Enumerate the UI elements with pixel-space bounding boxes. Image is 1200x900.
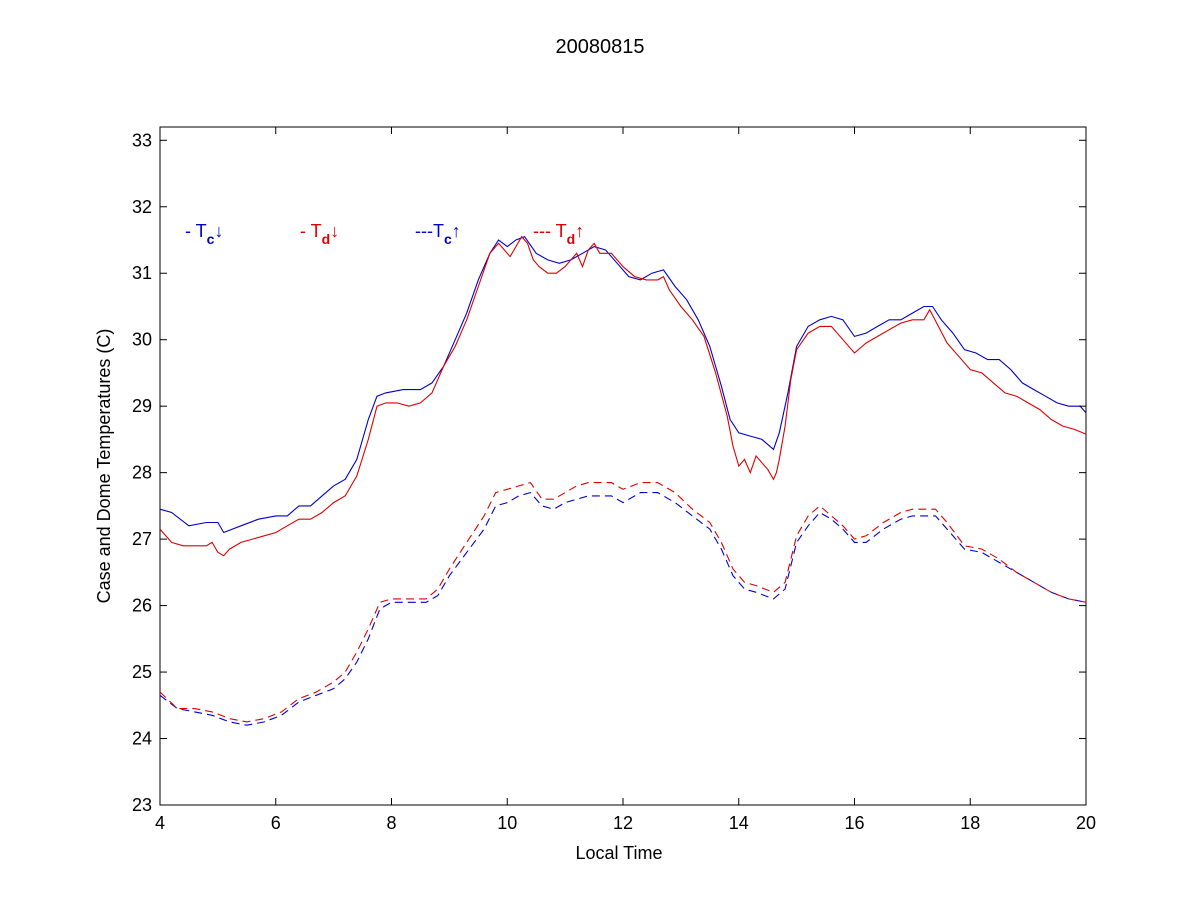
x-tick-label: 6 (271, 813, 281, 833)
x-tick-label: 12 (613, 813, 633, 833)
axes-layer: 4 6 8 10 12 14 16 18 20 23 24 25 26 27 28 29 30 31 32 33 (132, 127, 1096, 833)
y-tick-label: 31 (132, 263, 152, 283)
y-tick-label: 24 (132, 729, 152, 749)
legend: - Tc↓ - Td↓ ---Tc↑ --- Td↑ (185, 221, 584, 247)
chart-title: 20080815 (556, 36, 645, 58)
x-tick-label: 20 (1076, 813, 1096, 833)
y-tick-label: 29 (132, 396, 152, 416)
x-tick-label: 10 (497, 813, 517, 833)
x-tick-label: 8 (386, 813, 396, 833)
y-tick-label: 23 (132, 795, 152, 815)
x-tick-label: 18 (960, 813, 980, 833)
y-tick-label: 28 (132, 463, 152, 483)
legend-entry-3: ---Tc↑ (415, 221, 461, 247)
series-line-1 (159, 236, 1087, 534)
x-tick-label: 16 (844, 813, 864, 833)
plot-area (159, 126, 1087, 806)
y-tick-label: 32 (132, 197, 152, 217)
series-line-2 (159, 235, 1087, 557)
y-tick-label: 26 (132, 596, 152, 616)
legend-entry-4: --- Td↑ (533, 221, 584, 247)
series-line-3 (159, 491, 1087, 726)
x-tick-label: 14 (729, 813, 749, 833)
y-axis-label: Case and Dome Temperatures (C) (94, 329, 114, 604)
legend-entry-1: - Tc↓ (185, 221, 223, 247)
legend-entry-2: - Td↓ (300, 221, 339, 247)
y-tick-label: 25 (132, 662, 152, 682)
series-layer (159, 235, 1087, 726)
y-tick-label: 30 (132, 330, 152, 350)
x-axis-label: Local Time (575, 843, 662, 863)
y-tick-label: 33 (132, 130, 152, 150)
x-tick-label: 4 (155, 813, 165, 833)
y-tick-label: 27 (132, 529, 152, 549)
